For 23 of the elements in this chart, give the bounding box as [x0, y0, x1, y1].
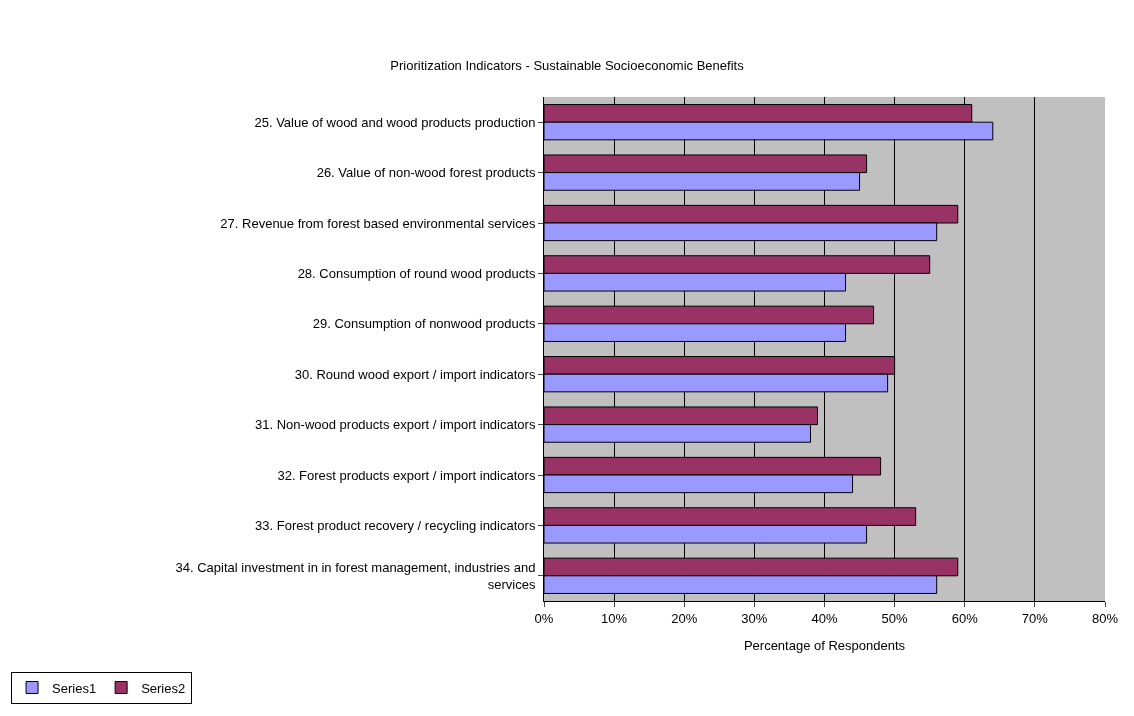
y-tick-label: 27. Revenue from forest based environmental services [220, 215, 536, 231]
chart-title: Prioritization Indicators - Sustainable Socioeconomic Benefits [390, 57, 745, 73]
x-tick-label: 20% [671, 610, 698, 626]
x-tick-label: 10% [601, 610, 628, 626]
y-tick-label: 32. Forest products export / import indicators [277, 467, 536, 483]
y-tick-label: 30. Round wood export / import indicators [294, 366, 536, 382]
x-tick-label: 60% [951, 610, 979, 626]
y-tick-label: 29. Consumption of nonwood products [312, 316, 536, 332]
y-tick-label: 26. Value of non-wood forest products [316, 165, 536, 181]
y-tick-label: 31. Non-wood products export / import indicators [255, 417, 536, 433]
legend-label: Series2 [141, 680, 186, 696]
x-tick-label: 70% [1021, 610, 1049, 626]
legend-label: Series1 [52, 680, 97, 696]
y-tick-label: 34. Capital investment in in forest management, industries and services [175, 559, 536, 592]
x-tick-label: 0% [534, 610, 554, 626]
y-tick-label: 25. Value of wood and wood products production [254, 114, 536, 130]
x-tick-label: 40% [811, 610, 838, 626]
y-tick-label: 28. Consumption of round wood products [297, 265, 536, 281]
x-tick-label: 80% [1091, 610, 1119, 626]
x-axis-title: Percentage of Respondents [743, 638, 906, 653]
x-tick-label: 30% [741, 610, 768, 626]
y-tick-label: 33. Forest product recovery / recycling indicators [255, 517, 536, 533]
x-tick-label: 50% [881, 610, 909, 626]
